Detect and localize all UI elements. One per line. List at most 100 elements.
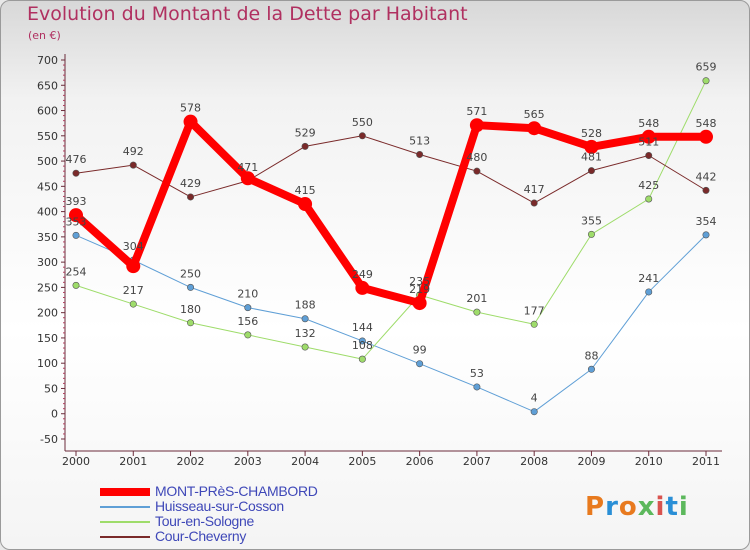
x-tick-label: 2001 (119, 455, 147, 468)
data-point (244, 304, 252, 312)
data-label: 471 (237, 161, 258, 174)
legend-swatch (100, 505, 150, 508)
data-label: 235 (409, 275, 430, 288)
data-point (187, 283, 195, 291)
data-label: 354 (696, 215, 717, 228)
data-label: 550 (352, 116, 373, 129)
data-label: 210 (237, 288, 258, 301)
data-label: 177 (524, 304, 545, 317)
data-label: 217 (123, 284, 144, 297)
data-point (584, 139, 599, 154)
data-label: 132 (295, 327, 316, 340)
legend-label: MONT-PRèS-CHAMBORD (155, 483, 318, 499)
data-label: 565 (524, 108, 545, 121)
proxiti-logo: Proxiti (585, 492, 689, 522)
series-line-2 (75, 80, 707, 360)
data-label: 548 (638, 117, 659, 130)
data-label: 429 (180, 177, 201, 190)
y-tick-label: 300 (37, 256, 58, 269)
x-tick-label: 2000 (62, 455, 90, 468)
data-point (645, 195, 653, 203)
data-point (358, 337, 366, 345)
data-label: 659 (696, 61, 717, 74)
y-tick-label: -50 (40, 433, 58, 446)
data-point (72, 231, 80, 239)
data-point (587, 230, 595, 238)
data-label: 53 (470, 367, 484, 380)
chart-title: Evolution du Montant de la Dette par Hab… (27, 3, 468, 25)
data-label: 417 (524, 183, 545, 196)
data-point (183, 114, 198, 129)
legend-swatch (100, 520, 150, 523)
y-tick-label: 450 (37, 180, 58, 193)
data-label: 393 (66, 195, 87, 208)
x-tick-label: 2007 (463, 455, 491, 468)
data-label: 88 (584, 349, 598, 362)
data-point (469, 118, 484, 133)
series-line-1 (75, 234, 707, 413)
legend-swatch (100, 487, 150, 496)
data-point (473, 308, 481, 316)
data-point (641, 129, 656, 144)
data-point (129, 161, 137, 169)
y-tick-label: 100 (37, 357, 58, 370)
data-label: 144 (352, 321, 373, 334)
x-tick-label: 2005 (348, 455, 376, 468)
y-tick-label: 650 (37, 79, 58, 92)
data-label: 304 (123, 240, 144, 253)
data-point (358, 355, 366, 363)
y-tick-label: 600 (37, 105, 58, 118)
data-label: 511 (638, 136, 659, 149)
legend-label: Huisseau-sur-Cosson (155, 498, 284, 514)
data-label: 548 (696, 117, 717, 130)
chart-subtitle: (en €) (28, 29, 61, 42)
y-tick-label: 0 (51, 408, 58, 421)
data-point (355, 280, 370, 295)
data-point (699, 129, 713, 144)
data-point (587, 365, 595, 373)
y-tick-label: 700 (37, 54, 58, 67)
y-tick-label: 150 (37, 332, 58, 345)
data-label: 201 (466, 292, 487, 305)
x-tick-label: 2009 (577, 455, 605, 468)
data-point (187, 319, 195, 327)
data-label: 513 (409, 134, 430, 147)
data-point (416, 360, 424, 368)
y-tick-label: 200 (37, 307, 58, 320)
data-point (301, 343, 309, 351)
data-point (301, 142, 309, 150)
data-point (587, 167, 595, 175)
data-point (69, 208, 83, 223)
data-point (530, 199, 538, 207)
data-label: 529 (295, 126, 316, 139)
data-point (126, 259, 141, 274)
y-tick-label: 400 (37, 206, 58, 219)
legend-swatch (100, 535, 150, 538)
data-point (645, 152, 653, 160)
data-label: 254 (66, 265, 87, 278)
y-tick-label: 500 (37, 155, 58, 168)
legend-label: Tour-en-Sologne (155, 513, 255, 529)
data-label: 355 (581, 214, 602, 227)
data-label: 99 (413, 344, 427, 357)
x-tick-label: 2002 (177, 455, 205, 468)
data-point (530, 408, 538, 416)
data-label: 4 (531, 392, 538, 405)
data-point (358, 132, 366, 140)
y-tick-label: 50 (44, 382, 58, 395)
data-label: 250 (180, 267, 201, 280)
data-point (702, 186, 710, 194)
data-point (645, 288, 653, 296)
data-point (72, 281, 80, 289)
data-point (412, 296, 427, 311)
data-point (301, 315, 309, 323)
data-label: 188 (295, 299, 316, 312)
data-point (702, 77, 710, 85)
data-point (702, 231, 710, 239)
data-label: 480 (466, 151, 487, 164)
x-tick-label: 2011 (692, 455, 720, 468)
data-label: 241 (638, 272, 659, 285)
y-tick-label: 250 (37, 281, 58, 294)
data-label: 442 (696, 170, 717, 183)
